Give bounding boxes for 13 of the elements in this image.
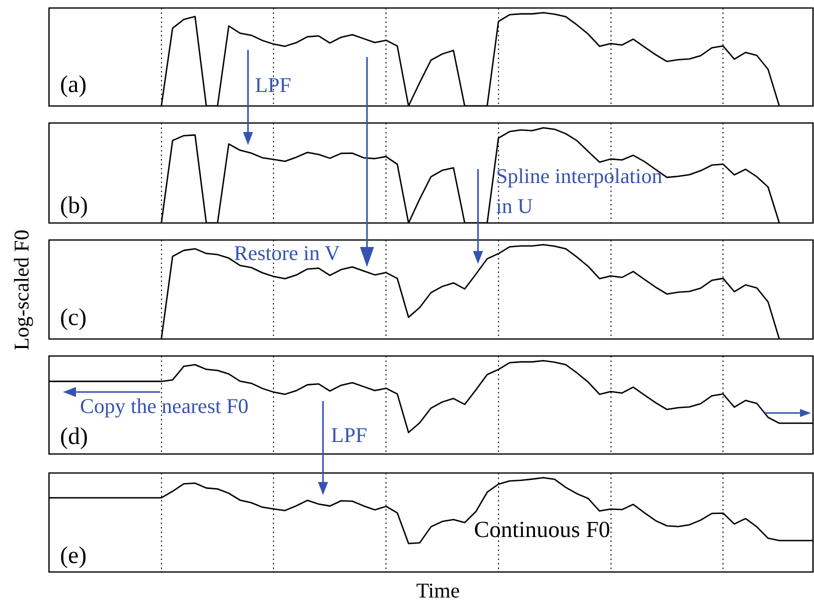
annotation: (e) — [60, 542, 87, 571]
annotation: Continuous F0 — [474, 516, 610, 544]
annotation: (c) — [60, 304, 87, 333]
annotation: (d) — [60, 423, 88, 452]
annotation: Copy the nearest F0 — [80, 393, 249, 420]
annotation: LPF — [255, 72, 292, 99]
annotation: LPF — [331, 422, 368, 449]
annotation: (b) — [60, 192, 88, 221]
annotation: (a) — [60, 71, 87, 100]
x-axis-title: Time — [416, 578, 460, 603]
y-axis-title: Log-scaled F0 — [10, 230, 34, 350]
annotation: Restore in V — [234, 240, 340, 267]
annotation: Spline interpolation in U — [496, 163, 664, 220]
